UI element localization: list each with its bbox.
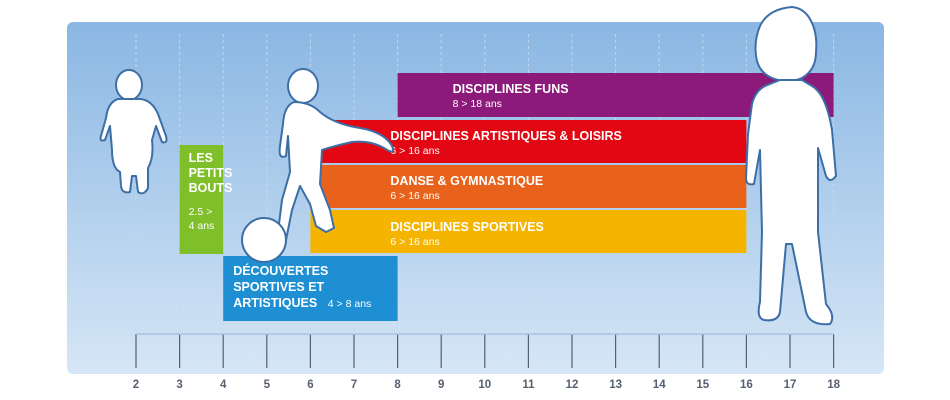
tick-label: 18 (827, 379, 840, 391)
boy-kicking-ball-silhouette-icon (241, 68, 394, 263)
tick-label: 8 (394, 379, 401, 391)
silhouettes (99, 6, 837, 326)
tick-label: 7 (351, 379, 357, 391)
tick-label: 17 (784, 379, 797, 391)
bar-decouvertes: DÉCOUVERTES SPORTIVES ET ARTISTIQUES 4 > 8 … (223, 256, 398, 321)
tall-child-silhouette-icon (745, 6, 837, 326)
bar-petits-rect (179, 145, 224, 254)
x-axis: 2 3 4 5 6 7 8 9 10 11 12 13 14 15 16 17 18 (133, 333, 841, 391)
tick-label: 2 (133, 379, 139, 391)
ball-icon (241, 217, 287, 263)
bar-age-range: 6 > 16 ans (390, 236, 439, 248)
bar-label: PETITS (189, 166, 233, 180)
bar-age-range: 6 > 16 ans (390, 145, 439, 157)
bar-age-range: 4 ans (189, 220, 215, 232)
bar-age-range: 6 > 16 ans (390, 190, 439, 202)
bars: DISCIPLINES FUNS 8 > 18 ans DISCIPLINES AR… (179, 73, 834, 321)
bar-label: DISCIPLINES SPORTIVES (390, 220, 544, 234)
tick-label: 12 (566, 379, 579, 391)
tick-label: 10 (478, 379, 491, 391)
bar-label: DANSE & GYMNASTIQUE (390, 174, 543, 188)
bar-label: LES (189, 151, 213, 165)
bar-sportives-rect (310, 210, 747, 253)
tick-label: 3 (176, 379, 182, 391)
bar-danse: DANSE & GYMNASTIQUE 6 > 16 ans (310, 165, 747, 208)
tick-label: 9 (438, 379, 444, 391)
toddler-silhouette-icon (99, 69, 168, 195)
tick-label: 5 (264, 379, 271, 391)
bar-artistiques: DISCIPLINES ARTISTIQUES & LOISIRS 6 > 16 … (310, 120, 747, 163)
bar-sportives: DISCIPLINES SPORTIVES 6 > 16 ans (310, 210, 747, 253)
tick-label: 16 (740, 379, 753, 391)
bar-decouvertes-rect (223, 256, 398, 321)
tick-label: 6 (307, 379, 313, 391)
bar-label: SPORTIVES ET (233, 280, 324, 294)
bar-label: DISCIPLINES FUNS (453, 82, 569, 96)
tick-label: 13 (609, 379, 622, 391)
bar-label: BOUTS (189, 181, 233, 195)
tick-label: 15 (696, 379, 709, 391)
bar-label: DISCIPLINES ARTISTIQUES & LOISIRS (390, 129, 622, 143)
bar-danse-rect (310, 165, 747, 208)
bar-label: DÉCOUVERTES (233, 263, 328, 278)
tick-label: 4 (220, 379, 227, 391)
tick-label: 11 (522, 379, 535, 391)
tick-label: 14 (653, 379, 666, 391)
bar-age-range: 8 > 18 ans (453, 98, 502, 110)
bar-age-range: 2.5 > (189, 206, 213, 218)
bar-age-range: 4 > 8 ans (328, 298, 372, 310)
bar-label: ARTISTIQUES (233, 296, 317, 310)
